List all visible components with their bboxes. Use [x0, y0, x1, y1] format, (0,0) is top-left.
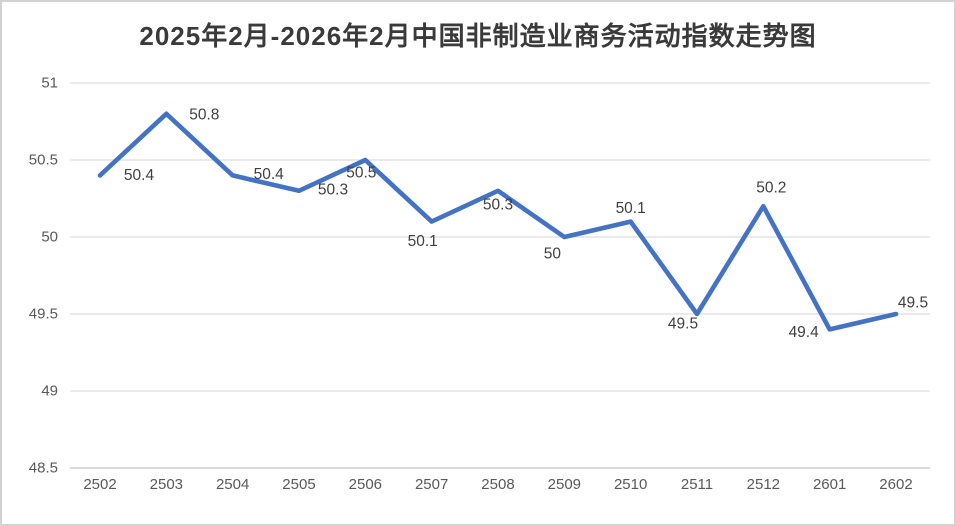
data-point-label: 49.5 [898, 295, 928, 312]
y-axis-tick-label: 49 [41, 383, 58, 400]
data-point-label: 50 [544, 246, 562, 263]
trend-line [97, 111, 899, 332]
x-axis-category-label: 2601 [813, 476, 846, 493]
x-axis-category-label: 2512 [747, 476, 780, 493]
data-point-label: 50.1 [616, 200, 646, 217]
x-axis-category-label: 2509 [548, 476, 581, 493]
data-point-label: 49.4 [789, 324, 820, 341]
x-axis-category-label: 2511 [681, 476, 713, 493]
data-point-label: 50.5 [346, 165, 376, 182]
x-axis-category-label: 2602 [879, 476, 912, 493]
data-point-label: 49.5 [668, 316, 698, 333]
data-point-label: 50.4 [124, 167, 155, 184]
y-axis-tick-label: 51 [41, 75, 58, 92]
data-point-label: 50.4 [254, 166, 285, 183]
y-axis-tick-label: 50 [41, 229, 58, 246]
y-axis-tick-label: 48.5 [29, 460, 58, 477]
x-axis-category-label: 2502 [83, 476, 116, 493]
y-axis-tick-label: 50.5 [29, 152, 58, 169]
x-axis-category-label: 2510 [614, 476, 647, 493]
x-axis-category-label: 2503 [150, 476, 183, 493]
data-point-label: 50.1 [408, 233, 438, 250]
data-point-label: 50.8 [189, 106, 219, 123]
x-axis-category-label: 2506 [349, 476, 382, 493]
x-axis-category-label: 2505 [282, 476, 315, 493]
y-axis-tick-label: 49.5 [29, 306, 58, 323]
data-point-label: 50.2 [756, 180, 786, 197]
x-axis-category-label: 2508 [481, 476, 514, 493]
x-axis-category-label: 2504 [216, 476, 249, 493]
data-point-label: 50.3 [483, 196, 513, 213]
x-axis-category-label: 2507 [415, 476, 448, 493]
data-point-label: 50.3 [318, 181, 348, 198]
chart-title: 2025年2月-2026年2月中国非制造业商务活动指数走势图 [139, 21, 817, 51]
